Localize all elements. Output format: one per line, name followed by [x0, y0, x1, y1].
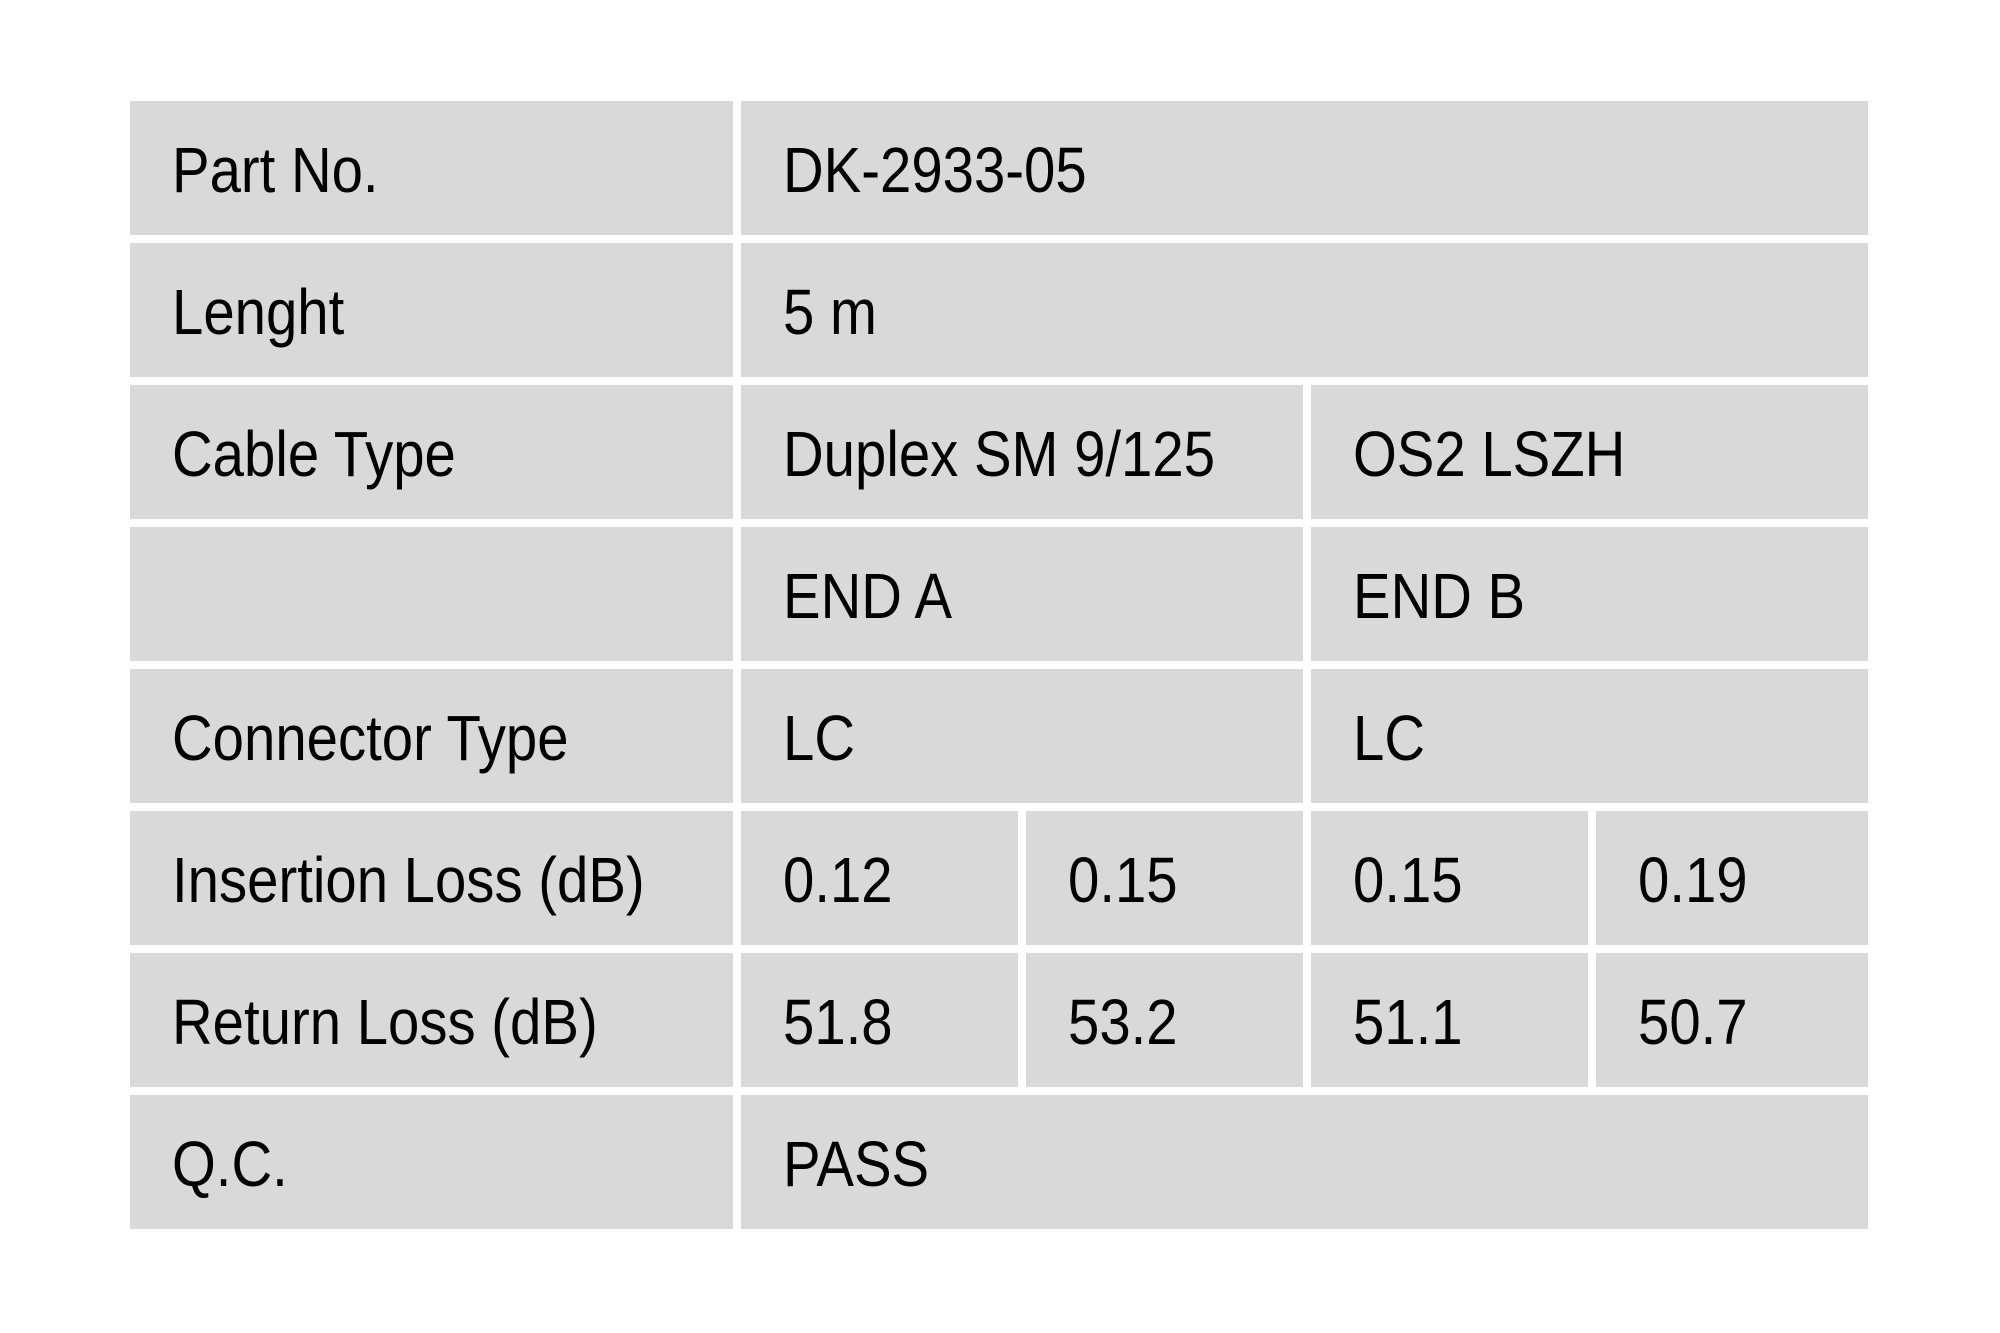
insertion-loss-a1-cell: 0.12 — [741, 811, 1018, 945]
end-b-header-cell: END B — [1311, 527, 1868, 661]
cable-type-label: Cable Type — [172, 418, 456, 490]
insertion-loss-b2-cell: 0.19 — [1596, 811, 1868, 945]
end-a-header: END A — [783, 560, 953, 632]
insertion-loss-label: Insertion Loss (dB) — [172, 844, 645, 916]
connector-type-label: Connector Type — [172, 702, 569, 774]
cable-type-value-b-cell: OS2 LSZH — [1311, 385, 1868, 519]
connector-type-value-a: LC — [783, 702, 855, 774]
insertion-loss-b1: 0.15 — [1353, 844, 1463, 916]
cable-type-label-cell: Cable Type — [130, 385, 733, 519]
connector-type-value-a-cell: LC — [741, 669, 1303, 803]
insertion-loss-label-cell: Insertion Loss (dB) — [130, 811, 733, 945]
part-no-label-cell: Part No. — [130, 101, 733, 235]
connector-type-value-b-cell: LC — [1311, 669, 1868, 803]
length-label: Lenght — [172, 276, 345, 348]
length-value-cell: 5 m — [741, 243, 1868, 377]
return-loss-b2: 50.7 — [1638, 986, 1748, 1058]
qc-label-cell: Q.C. — [130, 1095, 733, 1229]
return-loss-a1: 51.8 — [783, 986, 893, 1058]
cable-type-value-a: Duplex SM 9/125 — [783, 418, 1216, 490]
return-loss-b1-cell: 51.1 — [1311, 953, 1588, 1087]
insertion-loss-a2-cell: 0.15 — [1026, 811, 1303, 945]
cable-type-value-b: OS2 LSZH — [1353, 418, 1626, 490]
cable-type-value-a-cell: Duplex SM 9/125 — [741, 385, 1303, 519]
part-no-label: Part No. — [172, 134, 379, 206]
part-no-value-cell: DK-2933-05 — [741, 101, 1868, 235]
return-loss-b1: 51.1 — [1353, 986, 1463, 1058]
qc-value-cell: PASS — [741, 1095, 1868, 1229]
insertion-loss-b2: 0.19 — [1638, 844, 1748, 916]
return-loss-a2: 53.2 — [1068, 986, 1178, 1058]
insertion-loss-b1-cell: 0.15 — [1311, 811, 1588, 945]
qc-value: PASS — [783, 1128, 930, 1200]
part-no-value: DK-2933-05 — [783, 134, 1087, 206]
return-loss-a2-cell: 53.2 — [1026, 953, 1303, 1087]
length-label-cell: Lenght — [130, 243, 733, 377]
end-header-empty-cell — [130, 527, 733, 661]
spec-table: Part No. DK-2933-05 Lenght 5 m Cable Typ… — [130, 101, 1868, 1229]
length-value: 5 m — [783, 276, 877, 348]
insertion-loss-a1: 0.12 — [783, 844, 893, 916]
return-loss-label: Return Loss (dB) — [172, 986, 598, 1058]
end-b-header: END B — [1353, 560, 1526, 632]
qc-label: Q.C. — [172, 1128, 288, 1200]
connector-type-value-b: LC — [1353, 702, 1425, 774]
insertion-loss-a2: 0.15 — [1068, 844, 1178, 916]
return-loss-b2-cell: 50.7 — [1596, 953, 1868, 1087]
connector-type-label-cell: Connector Type — [130, 669, 733, 803]
return-loss-label-cell: Return Loss (dB) — [130, 953, 733, 1087]
return-loss-a1-cell: 51.8 — [741, 953, 1018, 1087]
end-a-header-cell: END A — [741, 527, 1303, 661]
